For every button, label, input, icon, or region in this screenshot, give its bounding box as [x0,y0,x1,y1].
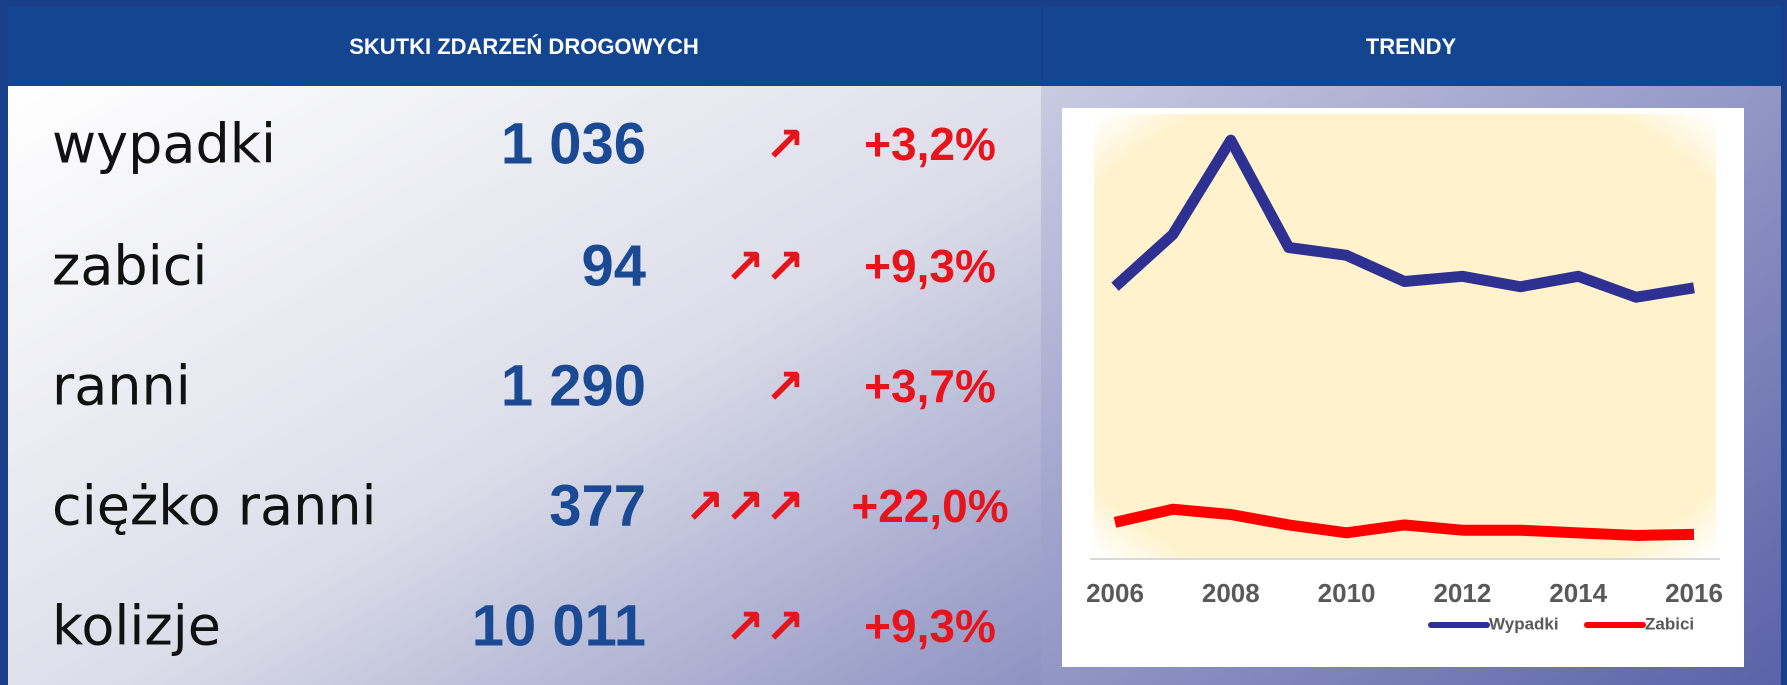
legend-label: Wypadki [1489,614,1559,633]
row-label: zabici [52,235,207,298]
row-value: 10 011 [472,593,646,658]
row-change: +3,2% [864,118,996,170]
x-tick-label: 2012 [1433,578,1491,608]
row-label: kolizje [52,595,221,658]
header-right [1043,6,1781,86]
row-label: ciężko ranni [52,475,377,538]
row-label: ranni [52,355,191,418]
row-value: 94 [581,233,646,298]
row-value: 1 290 [501,353,646,418]
line-series [1111,134,1695,303]
row-trend: ↗↗ [725,239,805,295]
row-change: +22,0% [851,480,1008,532]
x-tick-label: 2010 [1318,578,1376,608]
plot-area [1094,114,1716,559]
row-value: 1 036 [501,111,646,176]
row-label: wypadki [52,113,276,176]
row-value: 377 [549,473,646,538]
panel-title: TRENDY [1366,34,1457,59]
line-series [1113,503,1695,541]
row-trend: ↗↗↗ [684,479,805,535]
row-trend: ↗ [765,359,805,415]
left-panel [8,86,1041,685]
x-tick-label: 2014 [1549,578,1607,608]
row-change: +9,3% [864,240,996,292]
row-change: +9,3% [864,600,996,652]
x-tick-label: 2016 [1665,578,1723,608]
legend-label: Zabici [1645,614,1694,633]
x-tick-label: 2006 [1086,578,1144,608]
row-trend: ↗↗ [725,599,805,655]
panel-title: SKUTKI ZDARZEŃ DROGOWYCH [349,34,699,59]
row-trend: ↗ [765,117,805,173]
x-tick-label: 2008 [1202,578,1260,608]
header-left [8,6,1041,86]
row-change: +3,7% [864,360,996,412]
